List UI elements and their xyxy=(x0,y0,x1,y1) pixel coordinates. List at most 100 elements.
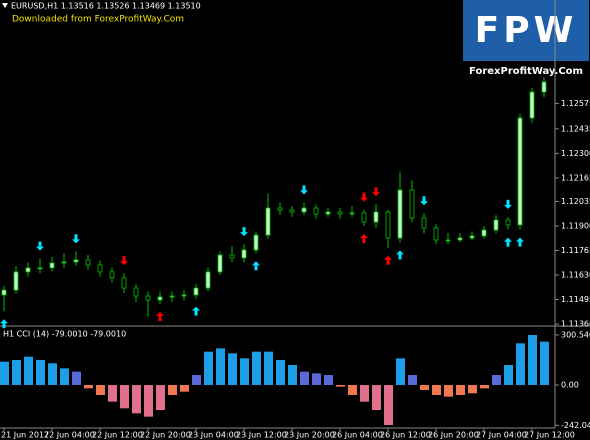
cci-bar xyxy=(372,385,381,410)
candle-body xyxy=(337,211,343,215)
cci-bar xyxy=(108,385,117,402)
candle-body xyxy=(217,254,223,273)
candle-body xyxy=(37,267,43,270)
cci-bar xyxy=(0,361,9,385)
cci-bar xyxy=(228,353,237,385)
y-tick-label: 1.11495 xyxy=(561,295,590,304)
indicator-title: H1 CCI (14) -79.0010 -79.0010 xyxy=(3,330,126,339)
arrow-down xyxy=(300,185,308,195)
candle-body xyxy=(469,235,475,239)
candle-body xyxy=(157,296,163,301)
candle-body xyxy=(253,234,259,251)
cci-bar xyxy=(516,343,525,385)
cci-bar xyxy=(156,385,165,410)
cci-bar xyxy=(420,385,429,390)
candle-body xyxy=(313,207,319,215)
logo-band xyxy=(463,61,589,80)
cci-bar xyxy=(360,385,369,402)
candle-body xyxy=(421,217,427,229)
x-tick-label: 26 Jun 12:00 xyxy=(380,431,431,440)
candle-body xyxy=(373,211,379,223)
cci-bar xyxy=(60,368,69,385)
x-tick-label: 27 Jun 04:00 xyxy=(476,431,527,440)
x-tick-label: 23 Jun 04:00 xyxy=(188,431,239,440)
y-tick-label: 300.5409 xyxy=(561,330,590,339)
cci-bar xyxy=(288,365,297,385)
arrow-down xyxy=(372,187,380,197)
arrow-down xyxy=(240,227,248,237)
y-tick-label: 1.11765 xyxy=(561,246,590,255)
logo-mark: FPW xyxy=(475,10,578,51)
arrow-up xyxy=(156,312,164,322)
candle-body xyxy=(229,254,235,259)
candle-body xyxy=(49,262,55,269)
candle-body xyxy=(505,219,511,226)
candle-body xyxy=(133,287,139,297)
y-tick-label: 1.11360 xyxy=(561,320,590,329)
arrow-up xyxy=(192,306,200,316)
x-tick-label: 21 Jun 2017 xyxy=(1,431,49,440)
x-tick-label: 27 Jun 12:00 xyxy=(524,431,575,440)
candle-body xyxy=(205,271,211,289)
x-tick-label: 23 Jun 20:00 xyxy=(284,431,335,440)
cci-bar xyxy=(324,375,333,385)
y-tick-label: 1.12035 xyxy=(561,197,590,206)
cci-bar xyxy=(252,351,261,385)
arrow-up xyxy=(396,250,404,260)
cci-bar xyxy=(480,385,489,389)
cci-bar xyxy=(168,385,177,395)
logo-site: ForexProfitWay.Com xyxy=(469,66,583,77)
cci-bar xyxy=(384,385,393,425)
candle-body xyxy=(541,81,547,93)
cci-bar xyxy=(84,385,93,389)
candle-body xyxy=(85,259,91,266)
cci-bar xyxy=(120,385,129,409)
cci-bar xyxy=(468,385,477,394)
candle-body xyxy=(73,259,79,263)
cci-bar xyxy=(504,365,513,385)
arrow-up xyxy=(252,261,260,271)
cci-bar xyxy=(396,358,405,385)
cci-bar xyxy=(348,385,357,395)
candle-body xyxy=(397,189,403,239)
x-tick-label: 26 Jun 04:00 xyxy=(332,431,383,440)
x-tick-label: 22 Jun 20:00 xyxy=(140,431,191,440)
candle-body xyxy=(361,212,367,223)
candle-body xyxy=(25,267,31,273)
chart-title: EURUSD,H1 1.13516 1.13526 1.13469 1.1351… xyxy=(11,2,201,11)
x-tick-label: 22 Jun 12:00 xyxy=(92,431,143,440)
candle-body xyxy=(493,219,499,231)
arrow-down xyxy=(120,256,128,266)
candle-body xyxy=(301,207,307,213)
candle-body xyxy=(409,189,415,219)
x-tick-label: 23 Jun 12:00 xyxy=(236,431,287,440)
symbol-icon xyxy=(2,3,8,8)
watermark: Downloaded from ForexProfitWay.Com xyxy=(12,15,184,25)
cci-bar xyxy=(36,360,45,385)
candle-body xyxy=(289,209,295,213)
arrow-down xyxy=(36,241,44,251)
cci-bar xyxy=(180,385,189,392)
candle-body xyxy=(169,295,175,298)
candle-body xyxy=(181,294,187,297)
candle-body xyxy=(97,264,103,273)
arrow-down xyxy=(72,234,80,244)
cci-bar xyxy=(12,360,21,385)
y-tick-label: 1.11630 xyxy=(561,270,590,279)
cci-bar xyxy=(204,351,213,385)
cci-bar xyxy=(240,358,249,385)
candle-body xyxy=(529,91,535,119)
cci-bar xyxy=(300,371,309,385)
candle-body xyxy=(517,117,523,226)
cci-bar xyxy=(48,363,57,385)
cci-bar xyxy=(444,385,453,397)
cci-bar xyxy=(540,341,549,385)
cci-bar xyxy=(312,373,321,385)
y-tick-label: 1.11900 xyxy=(561,221,590,230)
candle-body xyxy=(457,237,463,241)
cci-bar xyxy=(432,385,441,395)
arrow-up xyxy=(516,237,524,247)
arrow-down xyxy=(360,192,368,202)
candle-body xyxy=(1,289,7,296)
